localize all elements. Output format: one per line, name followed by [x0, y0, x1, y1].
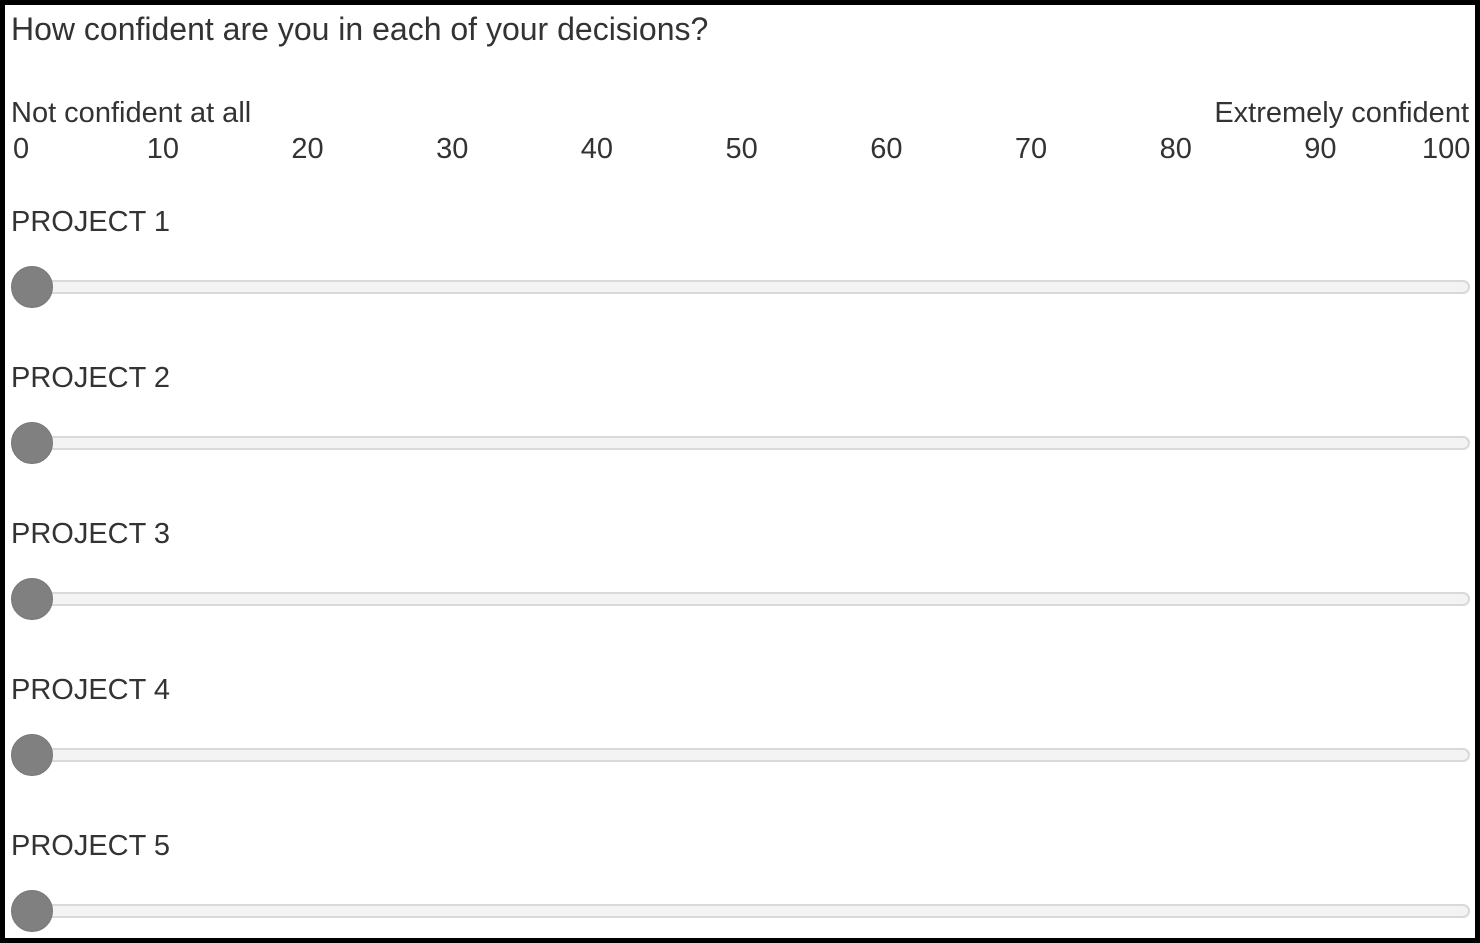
scale-tick-label: 50: [725, 133, 758, 165]
slider-label-project-3: PROJECT 3: [11, 518, 171, 550]
slider-track-project-4[interactable]: [15, 748, 1470, 762]
slider-track-project-5[interactable]: [15, 904, 1470, 918]
slider-label-project-1: PROJECT 1: [11, 206, 171, 238]
scale-tick-label: 20: [291, 133, 324, 165]
slider-handle-project-3[interactable]: [11, 578, 53, 620]
slider-handle-project-2[interactable]: [11, 422, 53, 464]
scale-tick-label: 40: [580, 133, 614, 165]
scale-tick-label: 100: [1422, 133, 1471, 165]
slider-track-project-1[interactable]: [15, 280, 1470, 294]
slider-handle-project-4[interactable]: [11, 734, 53, 776]
scale-tick-label: 90: [1304, 133, 1337, 165]
scale-max-label: Extremely confident: [1214, 97, 1469, 129]
scale-tick-label: 10: [146, 133, 179, 165]
slider-handle-project-5[interactable]: [11, 890, 53, 932]
slider-track-project-2[interactable]: [15, 436, 1470, 450]
slider-label-project-5: PROJECT 5: [11, 830, 171, 862]
scale-tick-label: 0: [13, 133, 30, 165]
scale-min-label: Not confident at all: [11, 97, 252, 129]
scale-tick-label: 80: [1159, 133, 1192, 165]
question-text: How confident are you in each of your de…: [11, 11, 709, 47]
slider-track-project-3[interactable]: [15, 592, 1470, 606]
slider-label-project-4: PROJECT 4: [11, 674, 171, 706]
slider-label-project-2: PROJECT 2: [11, 362, 171, 394]
scale-tick-label: 70: [1014, 133, 1048, 165]
scale-tick-label: 30: [436, 133, 469, 165]
slider-handle-project-1[interactable]: [11, 266, 53, 308]
scale-tick-label: 60: [870, 133, 903, 165]
